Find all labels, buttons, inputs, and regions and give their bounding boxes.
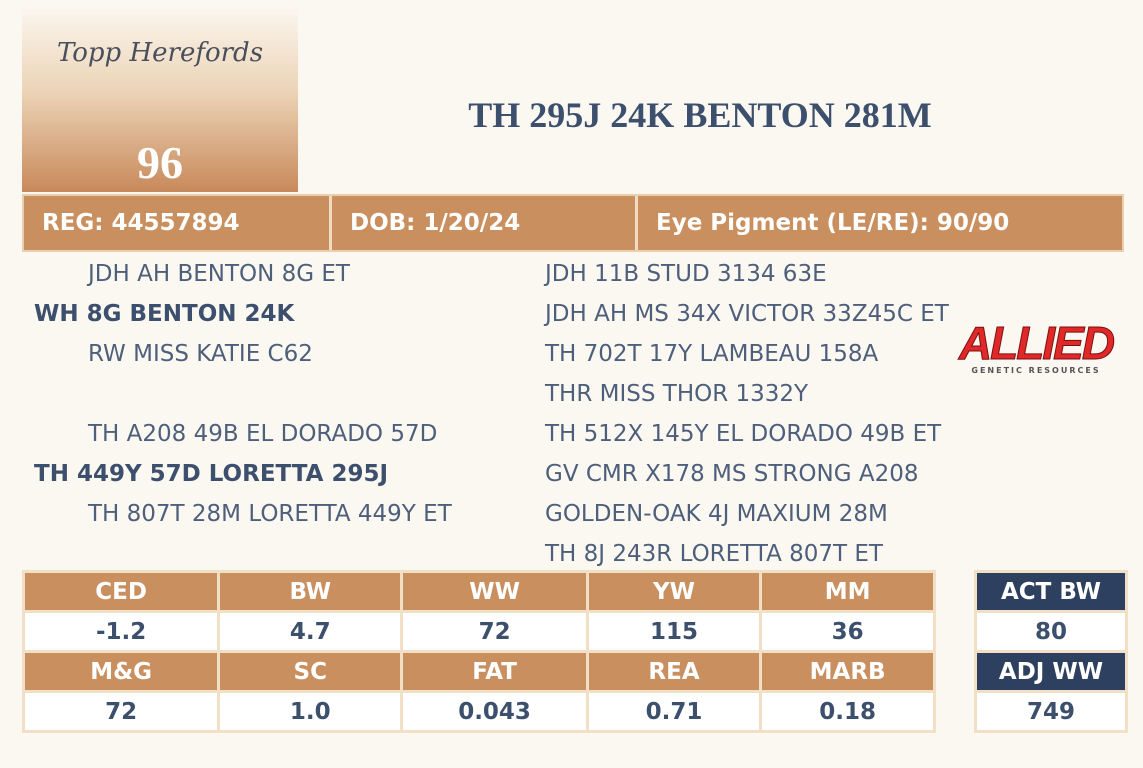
epd-value: 115: [588, 613, 760, 650]
pedigree-entry: GOLDEN-OAK 4J MAXIUM 28M: [545, 501, 888, 527]
actual-row: ACT BW: [977, 573, 1125, 610]
pedigree-dam: TH 449Y 57D LORETTA 295J: [34, 461, 389, 487]
actual-value: 749: [977, 693, 1125, 730]
epd-header: M&G: [25, 653, 218, 690]
pedigree-entry: TH A208 49B EL DORADO 57D: [88, 421, 438, 447]
pedigree-sire: WH 8G BENTON 24K: [34, 301, 295, 327]
epd-value: 0.043: [403, 693, 586, 730]
sponsor-name: ALLIED: [958, 317, 1115, 369]
pedigree-entry: JDH AH MS 34X VICTOR 33Z45C ET: [545, 301, 949, 327]
actual-row: 749: [977, 693, 1125, 730]
epd-header: BW: [220, 573, 401, 610]
actuals-table: ACT BW 80 ADJ WW 749: [974, 570, 1128, 733]
logo: Topp Herefords 96: [22, 8, 298, 192]
title: TH 295J 24K BENTON 281M: [468, 95, 932, 135]
epd-header: YW: [588, 573, 760, 610]
epd-value: 36: [762, 613, 933, 650]
epd-value: 1.0: [220, 693, 401, 730]
pedigree-entry: RW MISS KATIE C62: [88, 341, 313, 367]
epd-row: 72 1.0 0.043 0.71 0.18: [25, 693, 933, 730]
epd-header: SC: [220, 653, 401, 690]
sponsor-logo: ALLIED GENETIC RESOURCES: [956, 317, 1116, 376]
epd-value: 72: [403, 613, 586, 650]
epd-header: MARB: [762, 653, 933, 690]
epd-value: 0.71: [588, 693, 760, 730]
epd-header: WW: [403, 573, 586, 610]
info-cell: DOB: 1/20/24: [332, 196, 638, 250]
pedigree-entry: TH 8J 243R LORETTA 807T ET: [545, 541, 883, 567]
epd-table: CED BW WW YW MM -1.2 4.7 72 115 36 M&G SC FAT REA MARB…: [22, 570, 936, 733]
epd-value: 4.7: [220, 613, 401, 650]
brand: Topp Herefords: [56, 38, 264, 68]
epd-header: FAT: [403, 653, 586, 690]
epd-row: CED BW WW YW MM: [25, 573, 933, 610]
epd-header: CED: [25, 573, 218, 610]
pedigree-entry: GV CMR X178 MS STRONG A208: [545, 461, 919, 487]
pedigree-entry: TH 702T 17Y LAMBEAU 158A: [545, 341, 879, 367]
pedigree-entry: JDH AH BENTON 8G ET: [88, 261, 350, 287]
actual-row: ADJ WW: [977, 653, 1125, 690]
actual-value: 80: [977, 613, 1125, 650]
epd-row: -1.2 4.7 72 115 36: [25, 613, 933, 650]
epd-header: MM: [762, 573, 933, 610]
actual-label: ADJ WW: [977, 653, 1125, 690]
pedigree-entry: THR MISS THOR 1332Y: [545, 381, 809, 407]
actual-row: 80: [977, 613, 1125, 650]
epd-header: REA: [588, 653, 760, 690]
info-cell: Eye Pigment (LE/RE): 90/90: [656, 210, 1010, 236]
info-cell: REG: 44557894: [24, 196, 332, 250]
epd-value: 0.18: [762, 693, 933, 730]
pedigree-entry: TH 512X 145Y EL DORADO 49B ET: [545, 421, 942, 447]
lot-number: 96: [137, 137, 183, 188]
sponsor-tagline: GENETIC RESOURCES: [971, 366, 1101, 375]
epd-value: -1.2: [25, 613, 218, 650]
pedigree-entry: JDH 11B STUD 3134 63E: [545, 261, 827, 287]
epd-value: 72: [25, 693, 218, 730]
actual-label: ACT BW: [977, 573, 1125, 610]
epd-row: M&G SC FAT REA MARB: [25, 653, 933, 690]
pedigree-entry: TH 807T 28M LORETTA 449Y ET: [88, 501, 452, 527]
info-bar: REG: 44557894 DOB: 1/20/24 Eye Pigment (…: [22, 194, 1124, 252]
